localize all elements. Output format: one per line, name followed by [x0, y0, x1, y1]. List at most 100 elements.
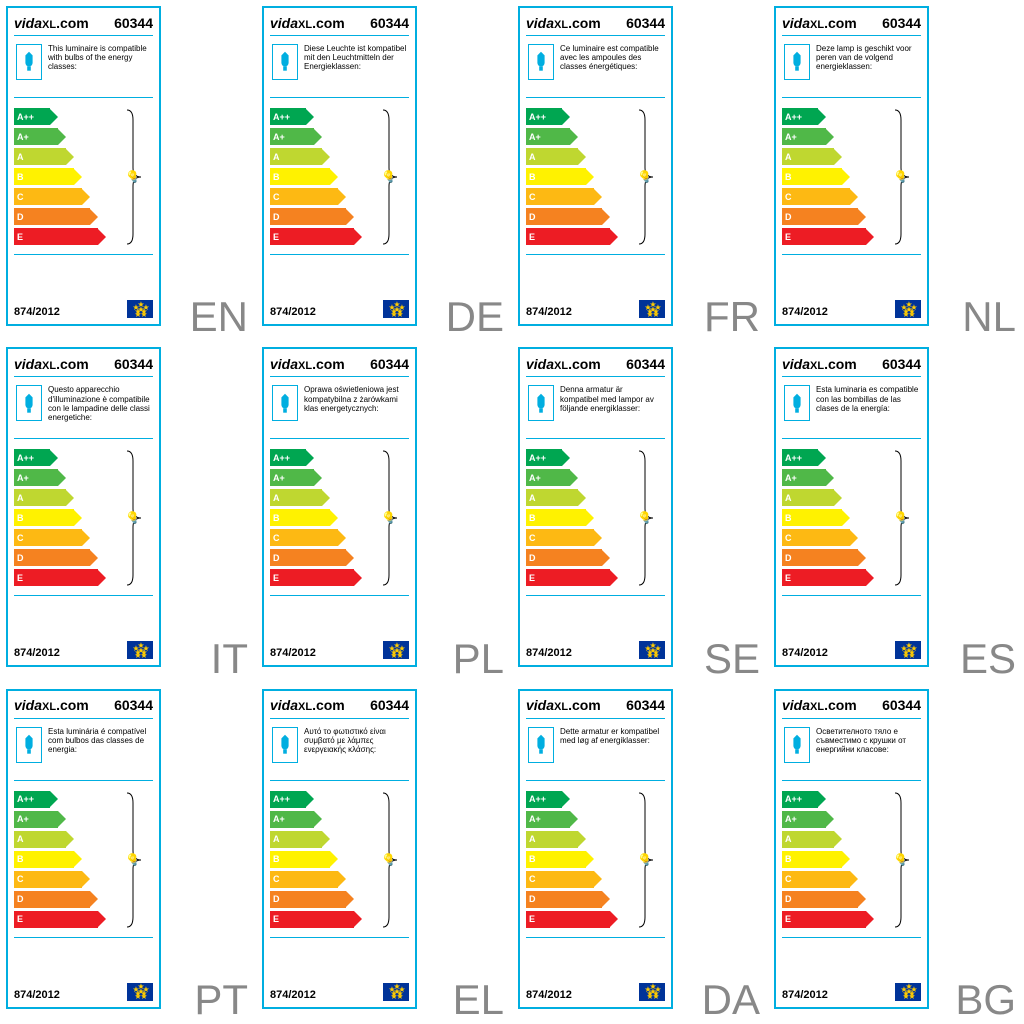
regulation-code: 874/2012	[270, 306, 316, 318]
energy-arrow-label: E	[529, 573, 535, 583]
compatibility-note: Diese Leuchte ist kompatibel mit den Leu…	[304, 44, 407, 72]
header-row: vidaXL.com 60344	[14, 355, 153, 377]
eu-flag-icon	[383, 983, 409, 1001]
divider	[526, 254, 665, 255]
energy-scale: A++ A+ A B C D E 💡	[526, 439, 665, 589]
energy-arrow-label: D	[17, 553, 24, 563]
energy-arrow-label: A+	[785, 814, 797, 824]
energy-arrow-label: D	[529, 212, 536, 222]
energy-arrow-label: B	[785, 172, 792, 182]
footer-row: 874/2012	[14, 641, 153, 659]
compatibility-note: Denna armatur är kompatibel med lampor a…	[560, 385, 663, 413]
label-cell: vidaXL.com 60344 Deze lamp is geschikt v…	[768, 0, 1024, 341]
brand-logo: vidaXL.com	[270, 15, 345, 31]
energy-arrow-label: D	[529, 553, 536, 563]
bulb-box	[272, 385, 298, 421]
language-code: EL	[453, 976, 504, 1024]
compatibility-note: Oprawa oświetleniowa jest kompatybilna z…	[304, 385, 407, 413]
energy-arrow-label: E	[273, 232, 279, 242]
compatibility-note: Αυτό το φωτιστικό είναι συμβατό με λάμπε…	[304, 727, 407, 755]
energy-arrow-label: A	[273, 152, 280, 162]
energy-arrow-label: E	[17, 573, 23, 583]
regulation-code: 874/2012	[270, 989, 316, 1001]
bulb-box	[528, 385, 554, 421]
product-code: 60344	[114, 15, 153, 31]
divider	[14, 254, 153, 255]
energy-arrow-label: A++	[273, 112, 290, 122]
product-code: 60344	[114, 356, 153, 372]
energy-label-card: vidaXL.com 60344 This luminaire is compa…	[6, 6, 161, 326]
language-code: DA	[702, 976, 760, 1024]
energy-scale: A++ A+ A B C D E 💡	[270, 781, 409, 931]
energy-arrow-label: A+	[17, 814, 29, 824]
regulation-code: 874/2012	[782, 647, 828, 659]
energy-arrow-label: C	[785, 192, 792, 202]
bulb-icon	[532, 392, 550, 415]
energy-arrow-label: A++	[273, 453, 290, 463]
energy-label-card: vidaXL.com 60344 Осветителното тяло е съ…	[774, 689, 929, 1009]
product-code: 60344	[114, 697, 153, 713]
bulb-box	[16, 727, 42, 763]
compatibility-note: Dette armatur er kompatibel med løg af e…	[560, 727, 663, 745]
bulb-icon	[20, 392, 38, 415]
energy-arrow-label: D	[785, 212, 792, 222]
energy-arrow-label: C	[273, 533, 280, 543]
regulation-code: 874/2012	[14, 306, 60, 318]
energy-arrow-label: C	[17, 533, 24, 543]
energy-arrow-label: B	[273, 513, 280, 523]
language-code: PL	[453, 635, 504, 683]
label-cell: vidaXL.com 60344 Esta luminaria es compa…	[768, 341, 1024, 682]
energy-arrow-label: A++	[273, 794, 290, 804]
bracket-area: 💡	[871, 791, 911, 929]
energy-arrow-label: A++	[785, 794, 802, 804]
energy-arrow-label: E	[529, 914, 535, 924]
eu-flag-icon	[383, 641, 409, 659]
divider	[526, 937, 665, 938]
bulb-icon	[788, 50, 806, 73]
energy-arrow-label: A+	[529, 814, 541, 824]
product-code: 60344	[882, 356, 921, 372]
bulb-box	[784, 727, 810, 763]
energy-arrow-label: A+	[17, 473, 29, 483]
label-cell: vidaXL.com 60344 Denna armatur är kompat…	[512, 341, 768, 682]
eu-flag-icon	[127, 300, 153, 318]
footer-row: 874/2012	[14, 300, 153, 318]
language-code: SE	[704, 635, 760, 683]
regulation-code: 874/2012	[782, 989, 828, 1001]
language-code: IT	[211, 635, 248, 683]
regulation-code: 874/2012	[782, 306, 828, 318]
energy-label-card: vidaXL.com 60344 Ce luminaire est compat…	[518, 6, 673, 326]
energy-arrow-label: A++	[17, 453, 34, 463]
divider	[270, 254, 409, 255]
footer-row: 874/2012	[782, 641, 921, 659]
compatibility-note: Questo apparecchio d'illuminazione è com…	[48, 385, 151, 422]
bulb-icon	[276, 392, 294, 415]
energy-arrow-label: A+	[17, 132, 29, 142]
footer-row: 874/2012	[526, 983, 665, 1001]
product-code: 60344	[882, 697, 921, 713]
energy-arrow-label: A++	[785, 112, 802, 122]
language-code: PT	[194, 976, 248, 1024]
energy-arrow-label: B	[785, 513, 792, 523]
brand-logo: vidaXL.com	[270, 697, 345, 713]
brand-logo: vidaXL.com	[14, 697, 89, 713]
energy-arrow-label: E	[785, 914, 791, 924]
header-row: vidaXL.com 60344	[270, 355, 409, 377]
energy-scale: A++ A+ A B C D E 💡	[782, 439, 921, 589]
header-row: vidaXL.com 60344	[14, 14, 153, 36]
bulb-box	[528, 44, 554, 80]
eu-flag-icon	[127, 983, 153, 1001]
bracket-area: 💡	[359, 791, 399, 929]
label-cell: vidaXL.com 60344 This luminaire is compa…	[0, 0, 256, 341]
energy-arrow-label: A	[17, 834, 24, 844]
energy-label-card: vidaXL.com 60344 Deze lamp is geschikt v…	[774, 6, 929, 326]
label-cell: vidaXL.com 60344 Questo apparecchio d'il…	[0, 341, 256, 682]
note-row: Ce luminaire est compatible avec les amp…	[526, 36, 665, 98]
energy-arrow-label: E	[273, 573, 279, 583]
energy-scale: A++ A+ A B C D E 💡	[14, 781, 153, 931]
footer-row: 874/2012	[782, 983, 921, 1001]
energy-label-card: vidaXL.com 60344 Questo apparecchio d'il…	[6, 347, 161, 667]
energy-arrow-label: D	[273, 212, 280, 222]
bracket-area: 💡	[359, 449, 399, 587]
regulation-code: 874/2012	[270, 647, 316, 659]
